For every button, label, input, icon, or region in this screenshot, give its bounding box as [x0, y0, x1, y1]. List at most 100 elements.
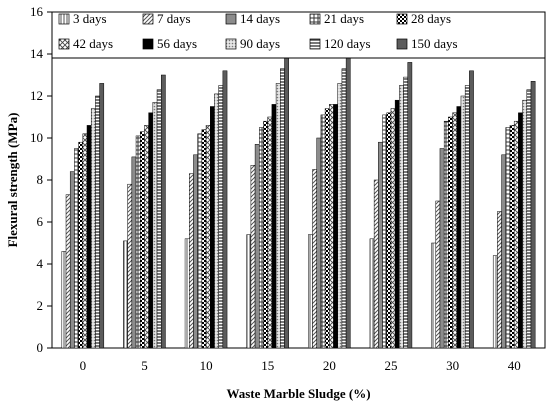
bar: [210, 106, 215, 349]
bar: [530, 81, 536, 349]
legend-label: 7 days: [157, 11, 191, 26]
x-tick-label: 30: [446, 358, 459, 373]
bar: [127, 183, 133, 349]
bar: [254, 144, 260, 349]
legend-background: [53, 13, 544, 58]
y-tick-label: 2: [37, 298, 44, 313]
bar: [263, 120, 268, 349]
bar: [148, 112, 154, 349]
bar: [246, 234, 252, 349]
bar: [324, 108, 330, 349]
x-axis-title: Waste Marble Sludge (%): [226, 386, 370, 401]
y-tick-label: 8: [37, 172, 44, 187]
legend-swatch: [225, 38, 237, 50]
bar: [369, 238, 375, 349]
bar: [275, 83, 281, 349]
bar: [95, 95, 100, 349]
bar: [139, 131, 145, 349]
bar: [403, 76, 408, 349]
bar: [99, 83, 105, 349]
bar: [160, 74, 166, 349]
y-axis-title: Flexural strength (MPa): [5, 113, 20, 248]
bar: [271, 104, 277, 349]
bar: [497, 211, 502, 349]
x-tick-label: 25: [384, 358, 397, 373]
bar: [123, 240, 128, 349]
y-tick-label: 10: [30, 130, 43, 145]
bar: [320, 114, 326, 349]
bar: [526, 89, 532, 349]
bar: [250, 165, 256, 349]
x-tick-label: 10: [200, 358, 213, 373]
legend-label: 120 days: [324, 36, 371, 51]
bar: [69, 171, 75, 349]
bar-group: [61, 57, 536, 349]
bar: [435, 200, 441, 349]
bar: [312, 169, 317, 349]
bar: [345, 57, 351, 349]
bar: [386, 112, 392, 349]
bar: [464, 85, 470, 349]
bar: [82, 133, 88, 349]
y-tick-label: 6: [37, 214, 44, 229]
bar: [284, 57, 289, 349]
legend-swatch: [58, 38, 70, 50]
bar: [509, 125, 515, 349]
bar: [469, 70, 474, 349]
bar: [144, 125, 149, 349]
bar: [90, 108, 96, 349]
y-axis: 0 2 4 6 8 10 12 14 16: [30, 4, 52, 355]
bar: [399, 85, 404, 349]
bar: [65, 194, 71, 349]
bar: [333, 104, 338, 349]
bar: [407, 62, 413, 349]
bar: [78, 141, 84, 349]
legend-swatch: [309, 13, 321, 25]
bar: [135, 135, 141, 349]
bar: [329, 104, 334, 349]
bar: [189, 173, 194, 349]
bar: [394, 99, 400, 349]
bar: [131, 156, 137, 349]
legend-swatch: [142, 38, 154, 50]
bar: [61, 251, 67, 349]
bar: [452, 112, 458, 349]
y-tick-label: 4: [37, 256, 44, 271]
bar: [280, 68, 285, 349]
bar: [156, 89, 162, 349]
bar: [197, 133, 203, 349]
bar: [267, 116, 273, 349]
bar: [193, 154, 198, 349]
bar: [205, 125, 211, 349]
bar: [378, 141, 383, 349]
x-tick-label: 0: [80, 358, 87, 373]
legend-swatch: [396, 38, 408, 50]
legend-label: 14 days: [240, 11, 280, 26]
x-tick-label: 5: [141, 358, 148, 373]
bar: [390, 108, 396, 349]
bar: [443, 120, 449, 349]
legend-label: 90 days: [240, 36, 280, 51]
legend-label: 28 days: [411, 11, 451, 26]
legend-label: 150 days: [411, 36, 458, 51]
bar: [439, 148, 445, 349]
x-tick-label: 15: [261, 358, 274, 373]
bar: [214, 93, 219, 349]
bar: [259, 127, 264, 349]
bar: [86, 125, 92, 349]
legend: 3 days 7 days 14 days 21 days 28 days 42 days…: [52, 11, 545, 59]
bar: [456, 106, 462, 349]
bar: [218, 85, 224, 349]
legend-swatch: [58, 13, 70, 25]
legend-label: 56 days: [157, 36, 197, 51]
bar: [448, 116, 453, 349]
bar: [492, 255, 498, 349]
bar: [341, 68, 347, 349]
legend-swatch: [309, 38, 321, 50]
bar: [460, 95, 466, 349]
bar: [201, 129, 207, 349]
bar: [501, 154, 507, 349]
y-tick-label: 0: [37, 340, 44, 355]
legend-swatch: [142, 13, 154, 25]
y-tick-label: 16: [30, 4, 44, 19]
